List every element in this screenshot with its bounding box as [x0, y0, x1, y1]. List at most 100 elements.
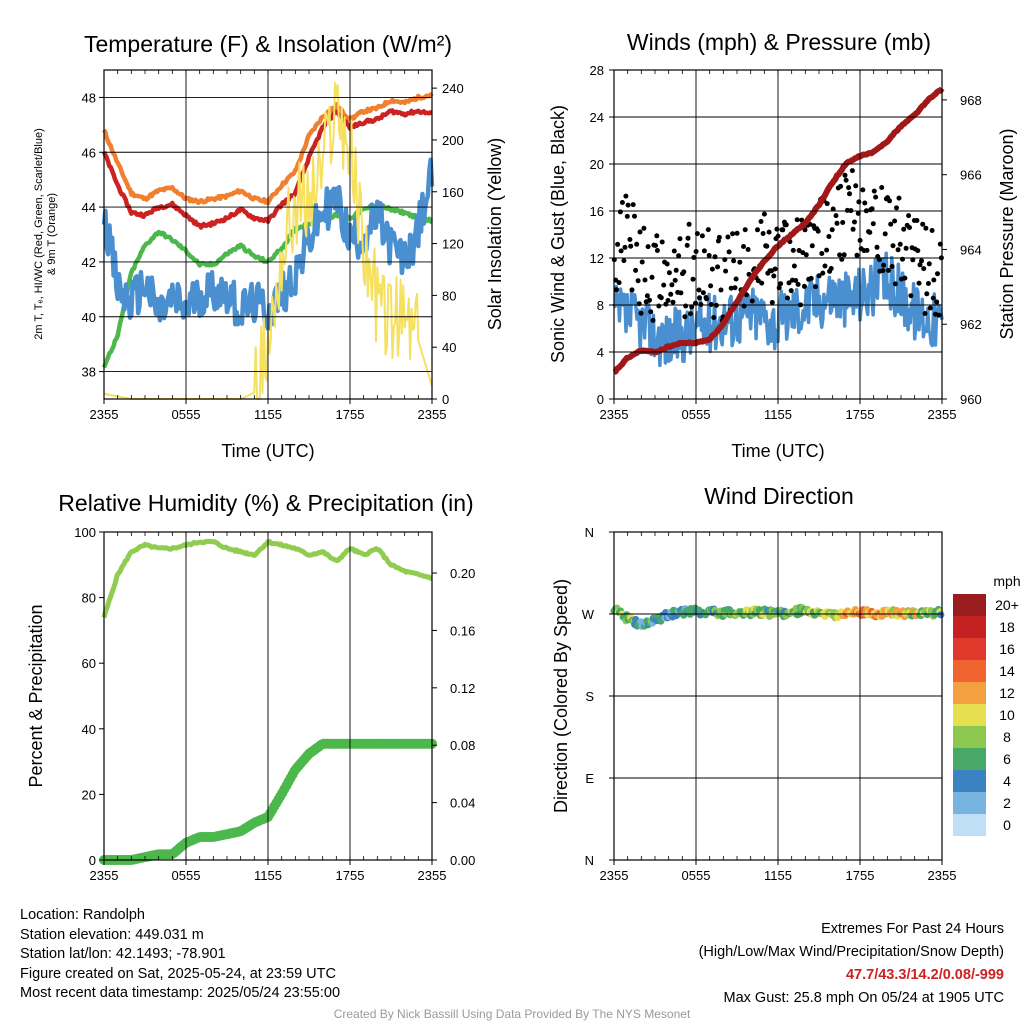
temperature-axes: 38 40 42 44 46 48 0 40 80 120 160 200 240 2355 0555 115… — [82, 70, 464, 422]
gust-point — [822, 263, 828, 269]
gust-point — [700, 290, 706, 296]
y-tick-label: 80 — [82, 591, 96, 606]
gust-point — [732, 285, 738, 291]
gust-point — [745, 247, 751, 252]
gust-point — [678, 290, 684, 296]
gust-point — [895, 247, 901, 253]
panel-title: Winds (mph) & Pressure (mb) — [627, 29, 931, 55]
gust-point — [772, 266, 778, 272]
gust-point — [654, 248, 660, 253]
gust-point — [726, 249, 732, 255]
gust-point — [896, 195, 902, 201]
gust-point — [671, 248, 677, 254]
gust-point — [900, 256, 905, 262]
gust-point — [783, 222, 789, 228]
gust-point — [778, 281, 784, 287]
gust-point — [661, 282, 667, 288]
y-tick-label: 46 — [82, 145, 96, 160]
y-tick-label: N — [585, 853, 594, 868]
x-tick-label: 1155 — [764, 407, 792, 422]
y-tick-label: N — [585, 525, 594, 540]
colorbar-level-label: 14 — [999, 663, 1015, 679]
gust-point — [828, 266, 834, 271]
gust-point — [910, 257, 916, 263]
gust-point — [802, 227, 808, 233]
gust-point — [824, 247, 830, 253]
gust-point — [915, 248, 921, 254]
gust-point — [925, 281, 931, 286]
gust-point — [830, 206, 836, 212]
gust-point — [760, 231, 766, 236]
gust-point — [921, 266, 927, 272]
gust-point — [688, 311, 693, 317]
gust-point — [673, 267, 679, 273]
gust-point — [761, 211, 767, 217]
gust-point — [906, 213, 912, 219]
y2-tick-label: 966 — [960, 168, 982, 183]
y2-tick-label: 0.16 — [450, 623, 475, 638]
gust-point — [749, 298, 755, 304]
gust-point — [731, 258, 737, 264]
temperature-insolation-panel: Temperature (F) & Insolation (W/m²) 38 40… — [33, 31, 505, 461]
gust-point — [619, 200, 625, 205]
gust-point — [880, 268, 886, 274]
gust-point — [683, 303, 689, 309]
gust-point — [742, 227, 748, 233]
gust-point — [725, 234, 731, 240]
extremes-title: Extremes For Past 24 Hours — [821, 921, 1004, 937]
gust-point — [826, 234, 832, 239]
gust-point — [786, 280, 792, 286]
gust-point — [833, 213, 839, 219]
gust-point — [841, 252, 847, 258]
humidity-axes: 0 20 40 60 80 100 0.00 0.04 0.08 0.12 0.16 0.20 2355… — [74, 525, 475, 883]
gust-point — [935, 271, 940, 277]
gust-point — [902, 275, 908, 281]
gust-point — [682, 314, 688, 320]
gust-point — [635, 278, 641, 284]
gust-point — [618, 248, 624, 254]
gust-point — [628, 243, 634, 249]
y-axis-label-line2: & 9m T (Orange) — [46, 193, 58, 275]
gust-point — [734, 230, 740, 236]
gust-point — [854, 252, 860, 258]
gust-point — [914, 218, 920, 223]
gust-point — [641, 225, 647, 231]
y-tick-label: 20 — [82, 787, 96, 802]
humidity-precip-panel: Relative Humidity (%) & Precipitation (i… — [26, 490, 475, 883]
gust-point — [838, 183, 844, 189]
gust-point — [676, 253, 682, 259]
y-tick-label: 48 — [82, 90, 96, 105]
direction-marks — [610, 603, 945, 630]
gust-point — [614, 287, 619, 293]
gust-point — [644, 293, 650, 299]
gust-point — [706, 253, 712, 258]
colorbar-swatch — [953, 682, 986, 704]
gust-point — [698, 302, 704, 307]
gust-point — [885, 267, 891, 273]
x-tick-label: 0555 — [682, 407, 711, 422]
gust-point — [670, 299, 676, 305]
gust-point — [656, 303, 662, 309]
gust-point — [829, 227, 835, 233]
colorbar-level-label: 0 — [1003, 817, 1011, 833]
gust-point — [624, 213, 630, 219]
y2-tick-label: 200 — [442, 133, 464, 148]
x-tick-label: 1155 — [254, 407, 282, 422]
gust-point — [693, 300, 698, 306]
gust-point — [840, 220, 846, 225]
x-tick-label: 0555 — [172, 407, 201, 422]
gust-point — [728, 285, 734, 291]
gust-point — [903, 245, 909, 251]
gust-point — [615, 241, 621, 247]
gust-point — [801, 283, 807, 289]
y2-tick-label: 40 — [442, 340, 456, 355]
gust-point — [847, 191, 852, 197]
created-text: Figure created on Sat, 2025-05-24, at 23… — [20, 965, 336, 982]
gust-point — [733, 276, 739, 282]
colorbar-swatch — [953, 638, 986, 660]
gust-point — [637, 229, 643, 235]
gust-point — [819, 251, 825, 256]
gust-point — [711, 315, 717, 320]
y-tick-label: 16 — [590, 204, 604, 219]
gust-point — [927, 305, 933, 311]
